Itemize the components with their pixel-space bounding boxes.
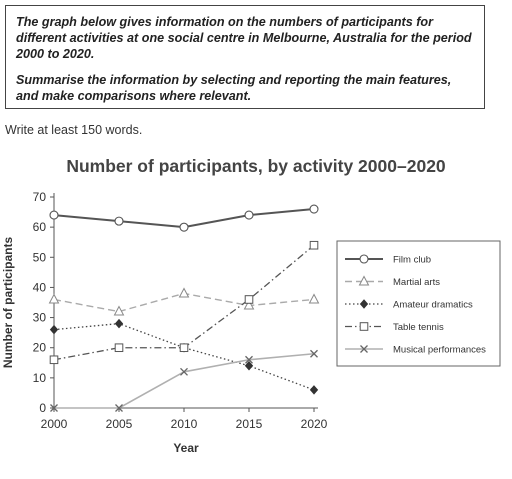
prompt-paragraph-2: Summarise the information by selecting a… [16, 73, 452, 103]
legend-marker-martial-arts [358, 275, 370, 286]
x-tick-label: 2020 [301, 417, 328, 431]
legend-label-musical-performances: Musical performances [393, 345, 486, 356]
chart-title: Number of participants, by activity 2000… [66, 156, 446, 176]
y-tick-label: 10 [33, 371, 47, 385]
x-axis-title: Year [173, 441, 199, 455]
legend-label-martial-arts: Martial arts [393, 277, 440, 288]
prompt-paragraph-1: The graph below gives information on the… [16, 15, 472, 61]
legend-label-film-club: Film club [393, 255, 431, 266]
legend-label-amateur-dramatics: Amateur dramatics [393, 300, 473, 311]
data-point-martial-arts [308, 293, 320, 304]
x-tick-label: 2000 [41, 417, 68, 431]
y-tick-label: 30 [33, 311, 47, 325]
data-point-amateur-dramatics [114, 318, 124, 329]
series-line-amateur-dramatics [53, 322, 315, 391]
x-tick-label: 2005 [106, 417, 133, 431]
x-tick-label: 2015 [236, 417, 263, 431]
legend-marker-amateur-dramatics [359, 299, 369, 309]
legend-marker-table-tennis [359, 322, 369, 331]
data-point-martial-arts [178, 287, 190, 298]
data-point-amateur-dramatics [49, 324, 59, 335]
data-point-musical-performances [50, 404, 58, 412]
y-tick-label: 0 [39, 401, 46, 415]
data-point-martial-arts [48, 293, 60, 304]
y-axis-title: Number of participants [1, 237, 15, 369]
data-point-table-tennis [244, 295, 254, 304]
y-tick-label: 70 [33, 190, 47, 204]
data-point-martial-arts [243, 299, 255, 310]
y-tick-label: 20 [33, 341, 47, 355]
y-tick-label: 50 [33, 250, 47, 264]
y-tick-label: 60 [33, 220, 47, 234]
data-point-film-club [244, 210, 254, 220]
x-tick-label: 2010 [171, 417, 198, 431]
data-point-table-tennis [49, 355, 59, 365]
data-point-film-club [179, 222, 189, 232]
data-point-musical-performances [310, 349, 318, 358]
data-point-table-tennis [309, 240, 319, 250]
task-prompt-box: The graph below gives information on the… [5, 5, 485, 109]
data-point-table-tennis [179, 343, 189, 353]
data-point-martial-arts [113, 305, 125, 316]
data-point-table-tennis [114, 343, 124, 353]
data-point-amateur-dramatics [244, 361, 254, 371]
data-point-film-club [309, 204, 319, 214]
legend-label-table-tennis: Table tennis [393, 322, 444, 333]
data-point-amateur-dramatics [309, 385, 319, 395]
data-point-musical-performances [115, 404, 123, 412]
legend-marker-film-club [359, 254, 369, 264]
y-tick-label: 40 [33, 280, 47, 294]
legend-marker-musical-performances [360, 345, 368, 353]
data-point-musical-performances [180, 367, 188, 376]
series-line-musical-performances [54, 352, 315, 409]
data-point-film-club [49, 210, 59, 220]
word-count-instruction: Write at least 150 words. [5, 123, 143, 137]
data-point-film-club [114, 216, 124, 226]
data-point-musical-performances [245, 355, 253, 364]
